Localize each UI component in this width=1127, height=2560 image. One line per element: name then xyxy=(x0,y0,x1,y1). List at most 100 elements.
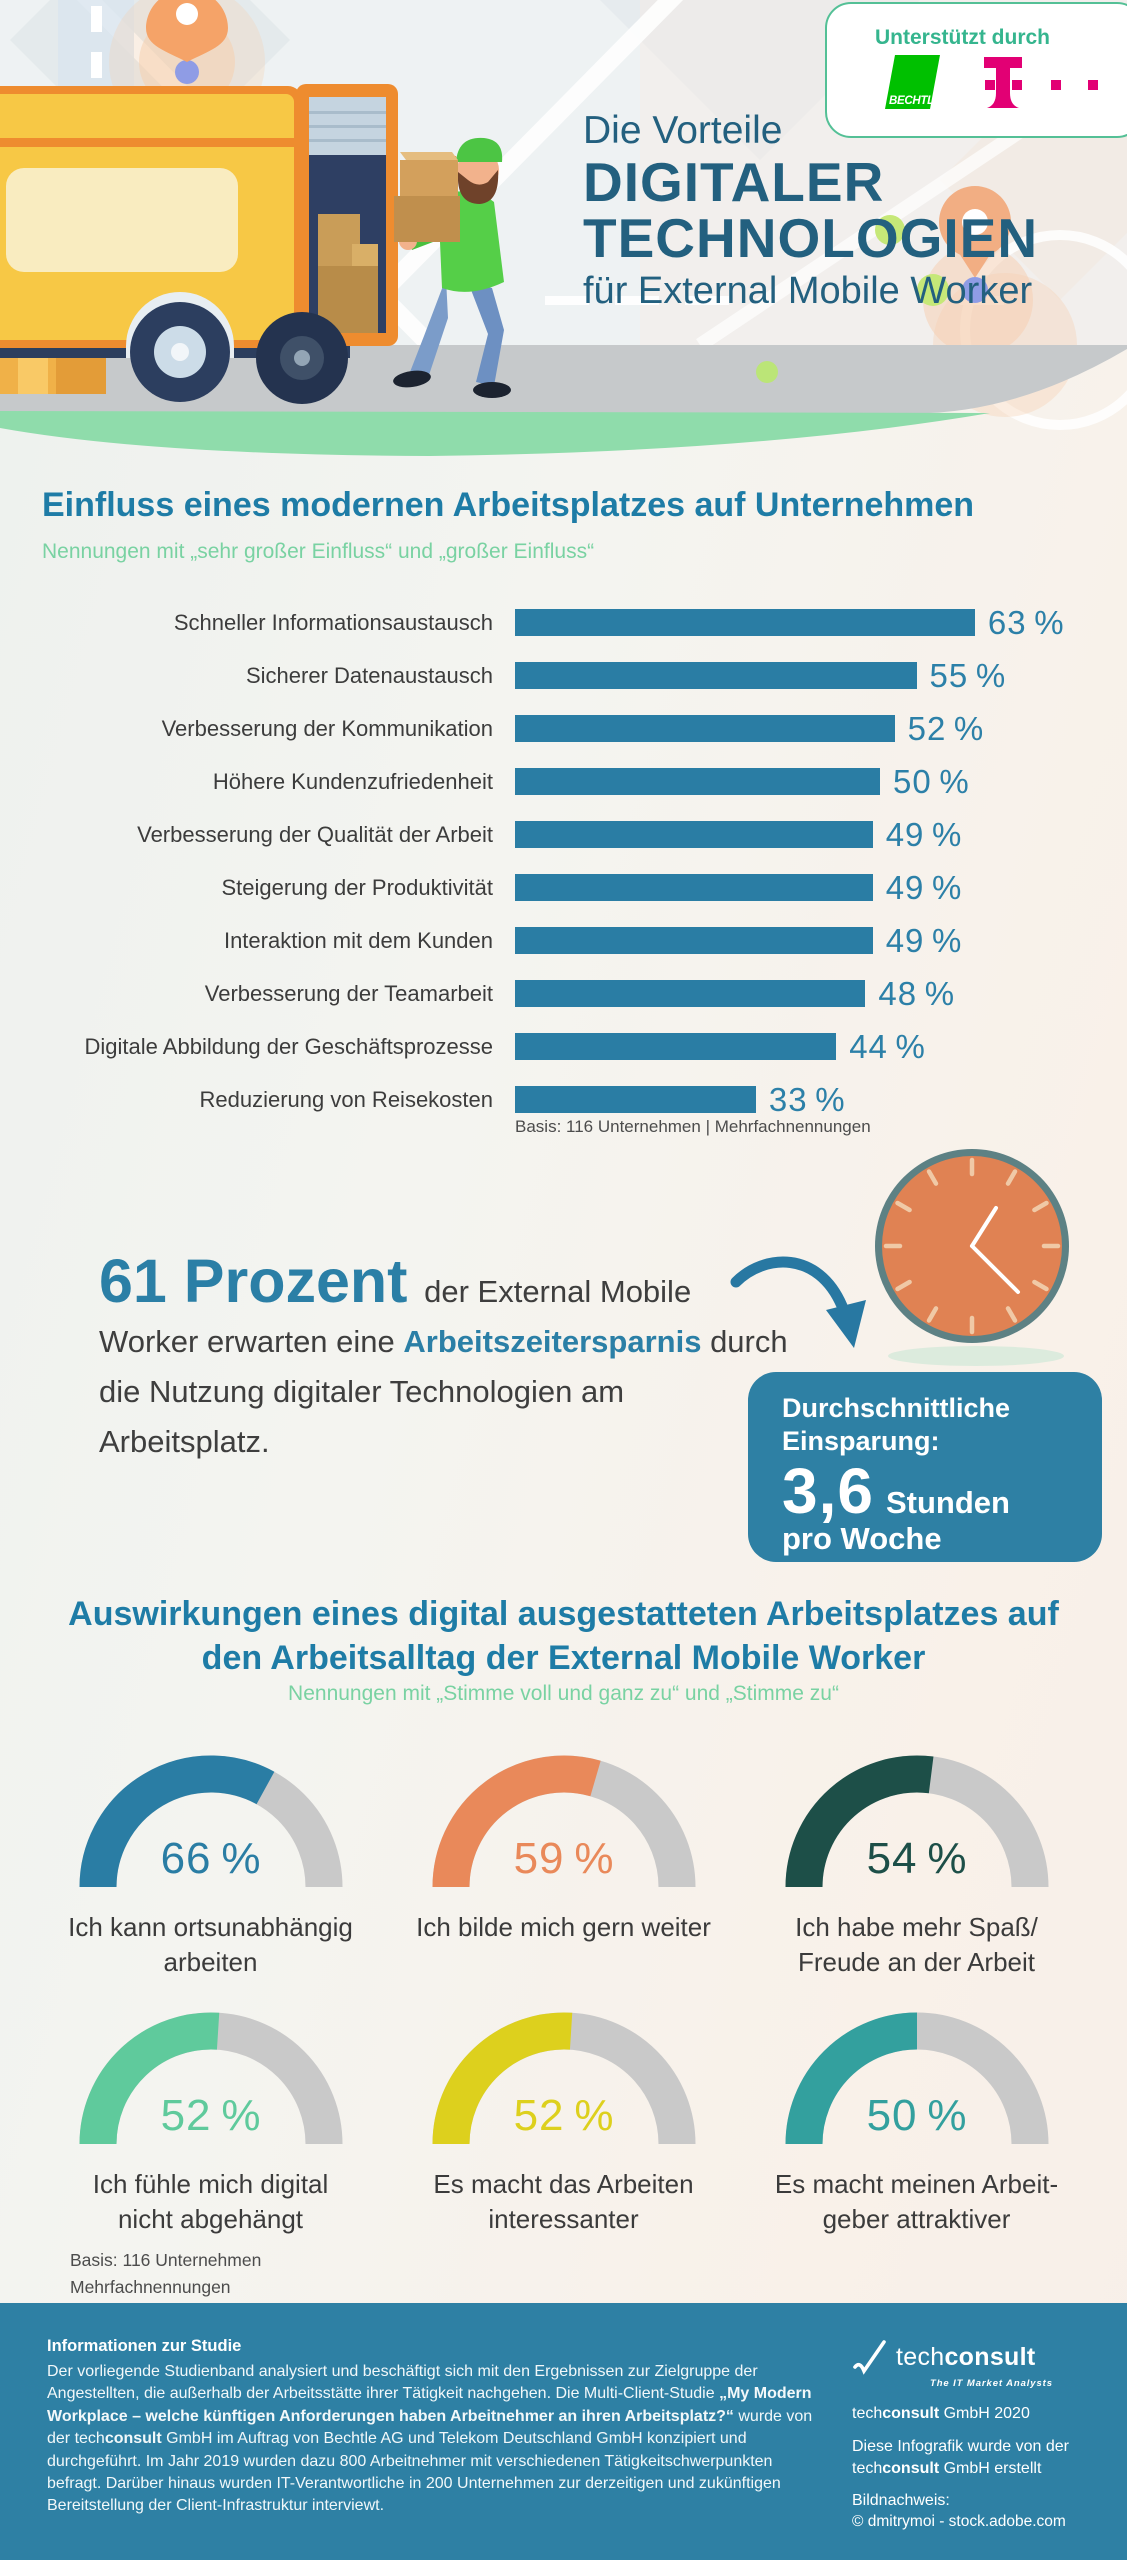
bar-chart-note: Basis: 116 Unternehmen | Mehrfachnennung… xyxy=(515,1117,871,1136)
curved-arrow-icon xyxy=(730,1256,866,1348)
gauge-cell: 59 % Ich bilde mich gern weiter xyxy=(387,1753,740,2010)
section2-title: Auswirkungen eines digital ausgestattete… xyxy=(0,1592,1127,1680)
section2-title-line2: den Arbeitsalltag der External Mobile Wo… xyxy=(201,1639,926,1677)
techconsult-logo: techconsult xyxy=(852,2339,1092,2375)
bar-label: Reduzierung von Reisekosten xyxy=(199,1086,493,1112)
bar-value: 52 % xyxy=(907,709,985,747)
bar-value: 49 % xyxy=(885,868,963,906)
gauge-arc: 52 % xyxy=(432,2012,695,2145)
bar xyxy=(515,768,880,795)
text-segment: tech xyxy=(852,2459,883,2477)
green-wave xyxy=(0,411,990,456)
gauge-arc: 59 % xyxy=(432,1755,695,1888)
bar-row: Höhere Kundenzufriedenheit 50 % xyxy=(42,755,1065,808)
bar-label: Schneller Informationsaustausch xyxy=(173,609,493,635)
bar-label: Digitale Abbildung der Geschäftsprozesse xyxy=(84,1033,493,1059)
bar-row: Digitale Abbildung der Geschäftsprozesse… xyxy=(42,1020,1065,1073)
gauge-arc: 54 % xyxy=(785,1755,1048,1888)
title-line: Die Vorteile xyxy=(583,109,783,152)
gauge-label: Es macht meinen Arbeit- geber attraktive… xyxy=(774,2169,1059,2234)
text-segment: consult xyxy=(944,2342,1036,2371)
gauge-value: 52 % xyxy=(160,2091,261,2140)
credits: techconsult The IT Market Analysts techc… xyxy=(852,2339,1092,2531)
bar xyxy=(515,609,975,636)
gauge-cell: 52 % Ich fühle mich digital nicht abgehän… xyxy=(34,2010,387,2267)
bar xyxy=(515,1033,837,1060)
gauge-arc: 52 % xyxy=(79,2012,342,2145)
bar-chart: Schneller Informationsaustausch 63 % Siche… xyxy=(42,596,1065,1126)
svg-text:BECHTLE: BECHTLE xyxy=(889,95,942,107)
bar xyxy=(515,874,873,901)
bar-row: Schneller Informationsaustausch 63 % xyxy=(42,596,1065,649)
techconsult-tagline: The IT Market Analysts xyxy=(930,2378,1053,2389)
techconsult-logo-text: techconsult xyxy=(896,2343,1035,2372)
gauge-value: 52 % xyxy=(513,2091,614,2140)
text-segment: „My Modern Workplace – welche künftigen … xyxy=(47,2385,812,2425)
bar-row: Interaktion mit dem Kunden 49 % xyxy=(42,914,1065,967)
worker-illustration xyxy=(393,137,511,398)
bar-row: Reduzierung von Reisekosten 33 % xyxy=(42,1073,1065,1126)
supported-by-label: Unterstützt durch xyxy=(875,26,1050,49)
bar-label: Interaktion mit dem Kunden xyxy=(223,927,493,953)
gauge-value: 54 % xyxy=(866,1834,967,1883)
bar-label: Verbesserung der Kommunikation xyxy=(161,715,493,741)
bar-value: 63 % xyxy=(987,603,1065,641)
bar-label: Höhere Kundenzufriedenheit xyxy=(212,768,493,794)
text-segment: tech xyxy=(852,2405,883,2422)
text-segment: der External Mobile Worker erwarten eine xyxy=(99,1274,692,1359)
text-segment: GmbH erstellt xyxy=(939,2459,1042,2477)
bar xyxy=(515,1086,756,1113)
gauge-arc: 50 % xyxy=(785,2012,1048,2145)
bar-value: 49 % xyxy=(885,815,963,853)
text-segment: tech xyxy=(896,2342,945,2371)
bar-row: Sicherer Datenaustausch 55 % xyxy=(42,649,1065,702)
text-segment: Der vorliegende Studienband analysiert u… xyxy=(47,2363,758,2403)
bar xyxy=(515,821,873,848)
text-segment: Diese Infografik wurde von der xyxy=(852,2438,1069,2455)
bechtle-logo: BECHTLE xyxy=(885,55,942,109)
text-segment: Arbeitszeitersparnis xyxy=(403,1324,702,1359)
gauge-value: 50 % xyxy=(866,2091,967,2140)
text-segment: consult xyxy=(882,2459,940,2477)
bar-value: 55 % xyxy=(929,656,1007,694)
page-title: Die Vorteile DIGITALER TECHNOLOGIEN für … xyxy=(583,108,1038,314)
bar xyxy=(515,980,866,1007)
study-info-paragraph: Der vorliegende Studienband analysiert u… xyxy=(47,2361,825,2518)
highlight-statement: 61 Prozent der External Mobile Worker er… xyxy=(99,1251,799,1467)
image-credit-label: Bildnachweis: xyxy=(852,2492,950,2509)
savings-line1: Durchschnittliche xyxy=(782,1393,1011,1423)
telekom-logo xyxy=(984,57,1098,108)
text-segment: GmbH 2020 xyxy=(939,2405,1030,2422)
bar-row: Verbesserung der Kommunikation 52 % xyxy=(42,702,1065,755)
text-segment: 61 Prozent xyxy=(99,1247,408,1315)
gauge-cell: 50 % Es macht meinen Arbeit- geber attrak… xyxy=(740,2010,1093,2267)
text-segment: GmbH im Auftrag von Bechtle AG und Telek… xyxy=(47,2430,781,2515)
bar-value: 33 % xyxy=(768,1080,846,1118)
section2-subtitle: Nennungen mit „Stimme voll und ganz zu“ … xyxy=(288,1682,839,1705)
bar-value: 48 % xyxy=(878,974,956,1012)
title-line: DIGITALER xyxy=(583,151,885,213)
footer: Informationen zur Studie Der vorliegende… xyxy=(0,2303,1127,2560)
text-segment: durch die Nutzung digitaler Technologien… xyxy=(99,1324,788,1459)
bar-row: Steigerung der Produktivität 49 % xyxy=(42,861,1065,914)
gauge-label: Ich kann ortsunabhängig arbeiten xyxy=(68,1912,353,1977)
title-line: für External Mobile Worker xyxy=(583,270,1033,312)
text-segment: consult xyxy=(104,2430,162,2448)
section2-title-line1: Auswirkungen eines digital ausgestattete… xyxy=(68,1595,1059,1633)
credit-line: Diese Infografik wurde von der techconsu… xyxy=(852,2436,1092,2479)
gauge-chart-grid: 66 % Ich kann ortsunabhängig arbeiten 59 %… xyxy=(34,1753,1093,2267)
supporters-box: Unterstützt durch BECHTLE xyxy=(825,2,1127,138)
bar-label: Verbesserung der Qualität der Arbeit xyxy=(137,821,493,847)
gauge-label: Ich habe mehr Spaß/ Freude an der Arbeit xyxy=(795,1912,1038,1977)
gauge-cell: 54 % Ich habe mehr Spaß/ Freude an der Ar… xyxy=(740,1753,1093,2010)
section1-subtitle: Nennungen mit „sehr großer Einfluss“ und… xyxy=(42,540,595,563)
savings-callout: Durchschnittliche Einsparung: 3,6 Stunde… xyxy=(748,1372,1102,1562)
gauge-label: Es macht das Arbeiten interessanter xyxy=(433,2169,694,2234)
savings-line2: Einsparung: xyxy=(782,1426,940,1456)
section1-title: Einfluss eines modernen Arbeitsplatzes a… xyxy=(42,486,975,524)
study-info-title: Informationen zur Studie xyxy=(47,2337,242,2355)
text-segment: wurde von der tech xyxy=(47,2407,813,2448)
bar-label: Verbesserung der Teamarbeit xyxy=(204,980,493,1006)
gauge-value: 59 % xyxy=(513,1834,614,1883)
